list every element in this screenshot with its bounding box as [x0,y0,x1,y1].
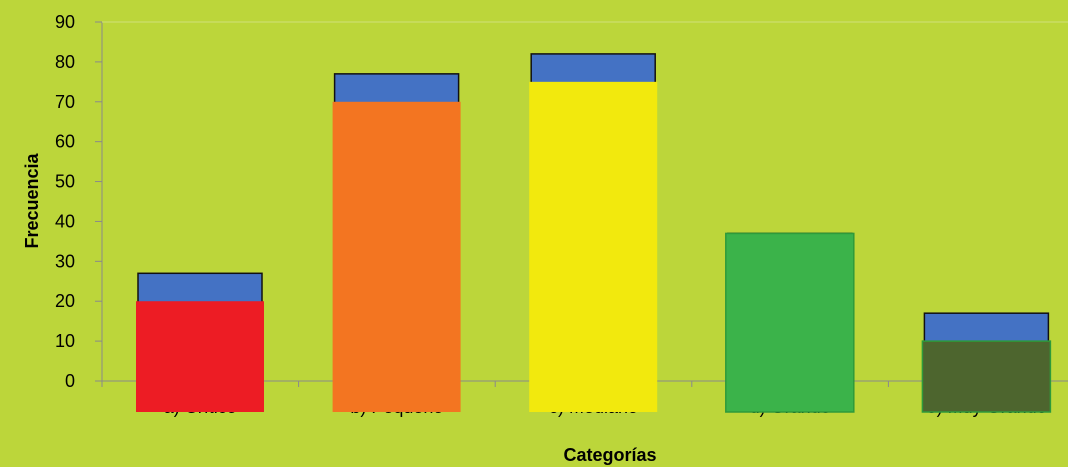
y-tick-label: 20 [55,291,75,311]
y-axis-title: Frecuencia [22,152,42,248]
bar-front-3 [529,81,658,412]
y-tick-label: 0 [65,371,75,391]
y-tick-label: 40 [55,211,75,231]
bar-front-4 [725,232,855,413]
y-tick-label: 70 [55,92,75,112]
bar-front-1 [136,301,264,412]
y-tick-label: 90 [55,12,75,32]
y-tick-label: 60 [55,132,75,152]
y-tick-label: 80 [55,52,75,72]
x-axis-title: Categorías [563,445,656,465]
y-tick-label: 50 [55,172,75,192]
bar-front-5 [921,340,1052,413]
bar-front-2 [332,101,461,413]
y-tick-label: 10 [55,331,75,351]
y-tick-label: 30 [55,251,75,271]
